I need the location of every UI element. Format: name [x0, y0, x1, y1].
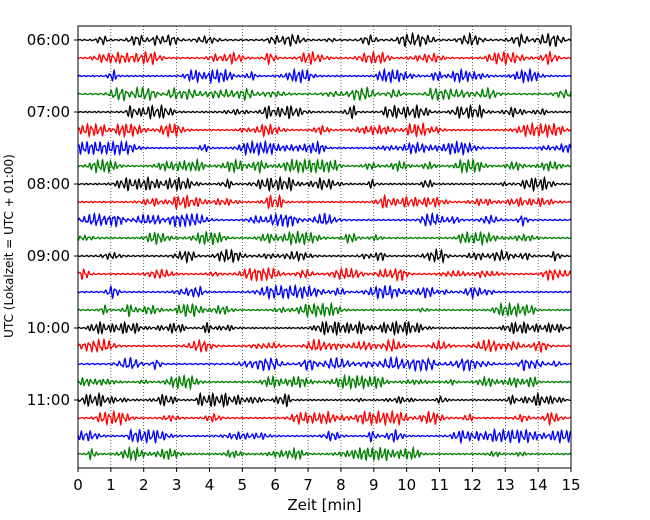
- trace-0945: [77, 301, 572, 319]
- trace-1000: [77, 320, 572, 337]
- seismogram-traces: [77, 31, 572, 462]
- trace-0745: [77, 157, 572, 175]
- y-tick-label: 08:00: [27, 175, 70, 193]
- trace-0715: [77, 121, 572, 139]
- trace-0815: [77, 193, 572, 211]
- y-tick-label: 10:00: [27, 319, 70, 337]
- y-axis-ticks: 06:00 07:00 08:00 09:00 10:00 11:00: [27, 31, 78, 409]
- x-tick-label: 13: [496, 476, 515, 494]
- trace-0600: [77, 31, 572, 48]
- trace-0900: [77, 247, 572, 265]
- trace-0800: [77, 175, 572, 193]
- x-tick-label: 6: [270, 476, 280, 494]
- x-axis-label: Zeit [min]: [287, 496, 361, 514]
- trace-1030: [77, 355, 572, 373]
- x-tick-label: 11: [430, 476, 449, 494]
- trace-0615: [77, 50, 572, 66]
- trace-1015: [77, 337, 572, 354]
- trace-0930: [77, 283, 572, 301]
- trace-1045: [77, 373, 572, 391]
- trace-1145: [77, 445, 572, 462]
- x-tick-label: 9: [369, 476, 379, 494]
- y-tick-label: 11:00: [27, 391, 70, 409]
- trace-0730: [77, 139, 572, 157]
- trace-0645: [77, 85, 572, 102]
- y-axis-label: UTC (Lokalzeit = UTC + 01:00): [2, 154, 16, 338]
- x-tick-label: 1: [106, 476, 116, 494]
- x-tick-label: 4: [205, 476, 215, 494]
- x-axis-ticks: 0 1 2 3 4 5 6 7 8 9 10 11 12 13 14 15: [73, 468, 581, 494]
- trace-1100: [77, 391, 572, 409]
- x-tick-label: 7: [303, 476, 313, 494]
- x-tick-label: 10: [397, 476, 416, 494]
- x-tick-label: 5: [238, 476, 248, 494]
- trace-0915: [77, 266, 572, 283]
- y-tick-label: 09:00: [27, 247, 70, 265]
- trace-0630: [77, 67, 572, 85]
- x-tick-label: 14: [529, 476, 548, 494]
- trace-1115: [77, 409, 572, 427]
- y-tick-label: 07:00: [27, 103, 70, 121]
- plot-frame: [77, 25, 572, 469]
- x-tick-label: 0: [73, 476, 83, 494]
- trace-0830: [77, 211, 572, 229]
- y-tick-label: 06:00: [27, 31, 70, 49]
- trace-0700: [77, 103, 572, 121]
- x-tick-label: 15: [561, 476, 580, 494]
- x-tick-label: 2: [139, 476, 149, 494]
- x-tick-label: 8: [336, 476, 346, 494]
- trace-1130: [77, 427, 572, 445]
- trace-0845: [77, 230, 572, 247]
- x-tick-label: 12: [463, 476, 482, 494]
- x-tick-label: 3: [172, 476, 182, 494]
